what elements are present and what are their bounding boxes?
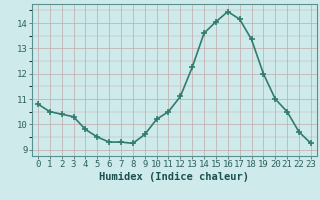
X-axis label: Humidex (Indice chaleur): Humidex (Indice chaleur) — [100, 172, 249, 182]
